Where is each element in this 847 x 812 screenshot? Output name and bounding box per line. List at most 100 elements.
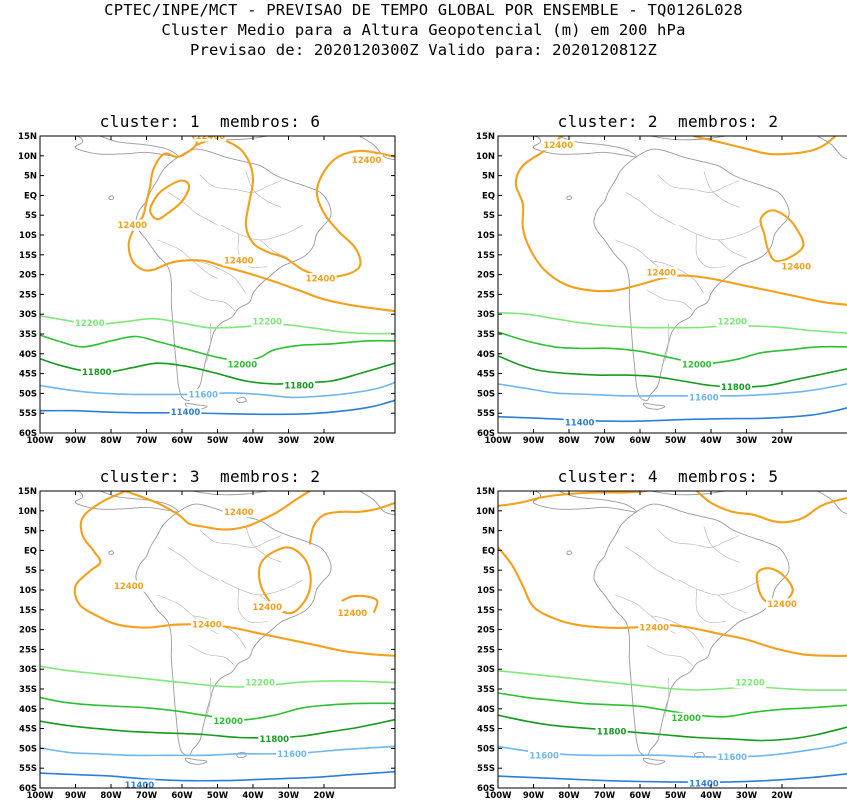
lon-tick-label: 20W [313,791,335,801]
lat-tick-label: 15S [477,606,495,616]
lat-tick-label: 10S [19,231,37,241]
header-line-3: Previsao de: 2020120300Z Valido para: 20… [0,40,847,60]
lat-tick-label: 15S [477,251,495,261]
lon-tick-label: 80W [558,436,580,446]
lat-tick-label: 25S [19,645,37,655]
lat-tick-label: 10N [18,507,37,517]
lon-tick-label: 90W [523,791,545,801]
contour-label: 12400 [647,269,677,279]
map-background [40,491,395,788]
lon-tick-label: 30W [736,791,758,801]
contour-label: 11600 [529,751,559,761]
contour-label: 11400 [565,419,595,429]
contour-label: 11800 [597,728,627,738]
lat-tick-label: 35S [477,330,495,340]
lat-tick-label: 30S [19,665,37,675]
lon-tick-label: 60W [171,436,193,446]
lon-tick-label: 40W [242,436,264,446]
lat-tick-label: 20S [477,271,495,281]
lat-tick-label: 10N [18,152,37,162]
lat-tick-label: 15S [19,606,37,616]
contour-label: 12400 [338,609,368,619]
lat-tick-label: 15S [19,251,37,261]
lat-tick-label: 45S [19,725,37,735]
lat-tick-label: 5S [483,566,495,576]
lon-tick-label: 30W [736,436,758,446]
lat-tick-label: 25S [477,290,495,300]
contour-label: 11400 [171,408,201,418]
lat-tick-label: EQ [24,546,37,556]
lat-tick-label: 35S [19,685,37,695]
lon-tick-label: 70W [594,791,616,801]
contour-label: 11600 [277,750,307,760]
lon-tick-label: 60W [629,791,651,801]
lat-tick-label: 20S [477,626,495,636]
lon-tick-label: 70W [594,436,616,446]
map-content: 1240012400124001240012400122001200011800… [40,491,395,791]
lon-tick-label: 70W [136,791,158,801]
contour-label: 11800 [82,368,112,378]
lat-tick-label: 50S [19,389,37,399]
lat-tick-label: 50S [19,744,37,754]
map-figure: 1240012400124001240012400122001200011800… [10,467,410,812]
contour-label: 11400 [125,781,155,791]
lon-tick-label: 40W [700,791,722,801]
header-line-2: Cluster Medio para a Altura Geopotencial… [0,20,847,40]
lon-tick-label: 50W [665,436,687,446]
map-background [498,491,847,788]
contour-label: 12400 [639,624,669,634]
contour-label: 11600 [189,390,219,400]
lat-tick-label: 40S [477,705,495,715]
contour-label: 12400 [306,275,336,285]
figure-header: CPTEC/INPE/MCT - PREVISAO DE TEMPO GLOBA… [0,0,847,60]
lon-tick-label: 90W [523,436,545,446]
map-background [40,136,395,433]
contour-label: 12400 [352,156,382,166]
lat-tick-label: 55S [19,764,37,774]
lat-tick-label: 10S [477,231,495,241]
lon-tick-label: 20W [313,436,335,446]
contour-label: 12400 [118,221,148,231]
lat-tick-label: 20S [19,626,37,636]
contour-label: 12200 [245,679,275,689]
contour-label: 12400 [192,621,222,631]
contour-label: 11800 [284,381,314,391]
lat-tick-label: 5N [482,172,495,182]
lat-tick-label: 5N [482,527,495,537]
lat-tick-label: 5S [25,566,37,576]
contour-label: 12200 [252,318,282,328]
contour-label: 12400 [781,263,811,273]
lon-tick-label: 70W [136,436,158,446]
lat-tick-label: 10N [476,507,495,517]
contour-label: 11600 [689,393,719,403]
lat-tick-label: 50S [477,389,495,399]
lat-tick-label: 55S [477,409,495,419]
lon-tick-label: 90W [65,791,87,801]
lon-tick-label: 20W [771,791,793,801]
lon-tick-label: 80W [100,436,122,446]
lat-tick-label: 10S [477,586,495,596]
lon-tick-label: 60W [629,436,651,446]
lon-tick-label: 80W [558,791,580,801]
lat-tick-label: 30S [19,310,37,320]
contour-label: 12400 [114,582,144,592]
contour-label: 12200 [718,318,748,328]
lat-tick-label: 25S [19,290,37,300]
lat-tick-label: 40S [19,705,37,715]
contour-label: 12000 [213,717,243,727]
contour-label: 12000 [228,361,258,371]
lat-tick-label: EQ [24,191,37,201]
lat-tick-label: 10S [19,586,37,596]
contour-label: 12400 [767,600,797,610]
lat-tick-label: 45S [19,370,37,380]
lon-tick-label: 50W [665,791,687,801]
lon-tick-label: 30W [278,791,300,801]
lon-tick-label: 60W [171,791,193,801]
lat-tick-label: 5S [25,211,37,221]
lat-tick-label: 35S [19,330,37,340]
